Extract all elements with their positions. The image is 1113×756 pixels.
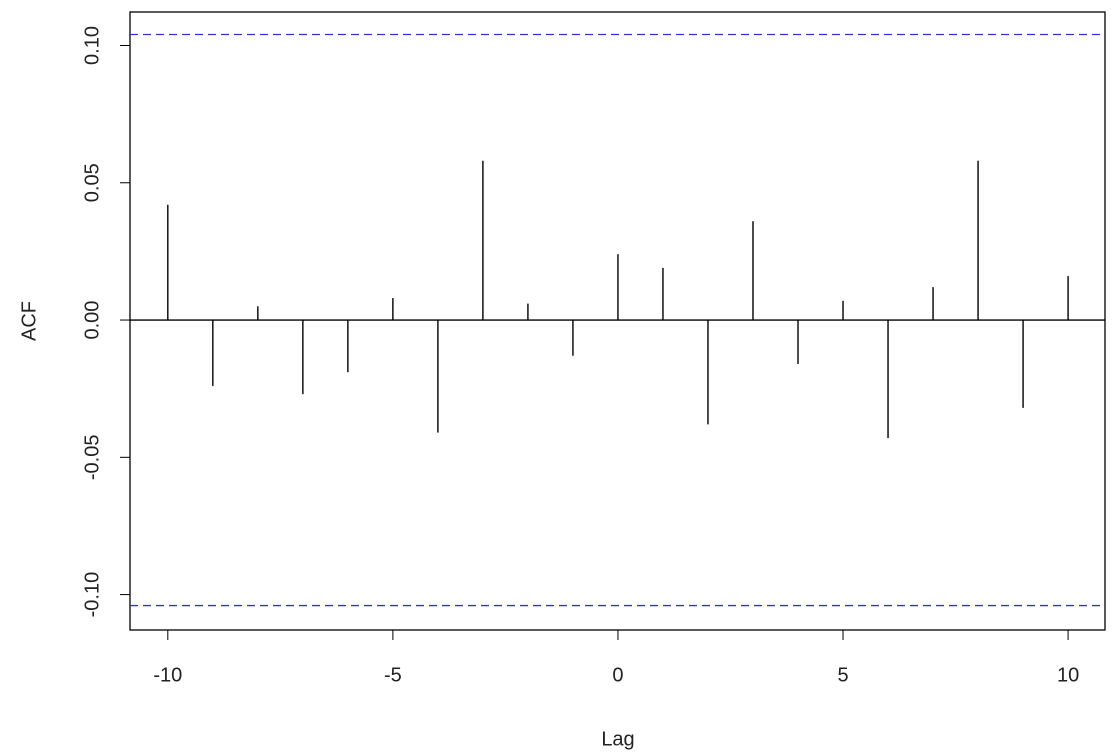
x-tick-label: -10: [153, 664, 182, 686]
y-tick-label: -0.05: [81, 435, 103, 481]
y-tick-label: -0.10: [81, 572, 103, 618]
x-tick-label: 0: [612, 664, 623, 686]
y-axis-label: ACF: [18, 301, 40, 341]
y-tick-label: 0.05: [81, 163, 103, 202]
y-tick-label: 0.10: [81, 26, 103, 65]
x-tick-label: -5: [384, 664, 402, 686]
y-tick-label: 0.00: [81, 301, 103, 340]
x-tick-label: 5: [837, 664, 848, 686]
plot-frame: [129, 11, 1106, 631]
x-axis-label: Lag: [601, 728, 634, 750]
x-tick-label: 10: [1057, 664, 1079, 686]
